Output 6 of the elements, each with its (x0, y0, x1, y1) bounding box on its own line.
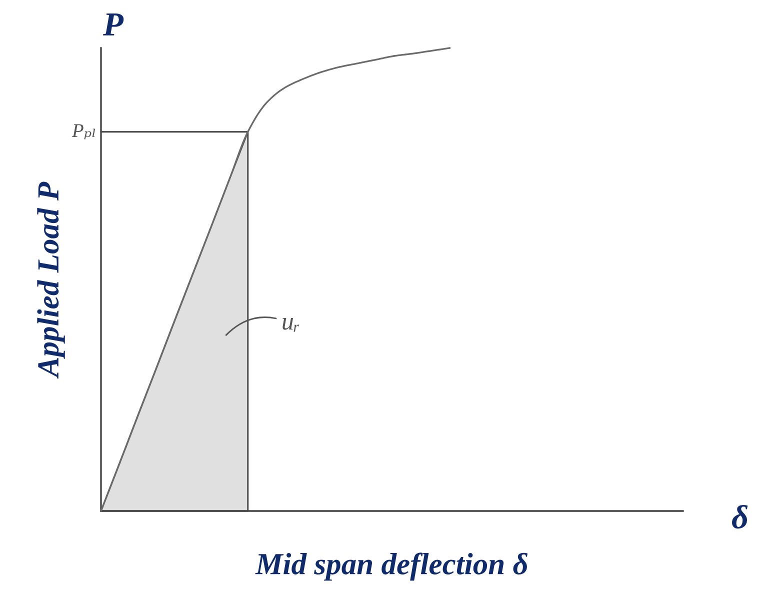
text: δ (732, 504, 748, 529)
text: Pₚₗ (72, 124, 96, 140)
x-axis-title: Mid span deflection δ (255, 552, 528, 581)
text: P (103, 14, 124, 36)
y-axis-title: Applied Load P (37, 182, 65, 379)
annotation: uᵣ (282, 318, 300, 332)
